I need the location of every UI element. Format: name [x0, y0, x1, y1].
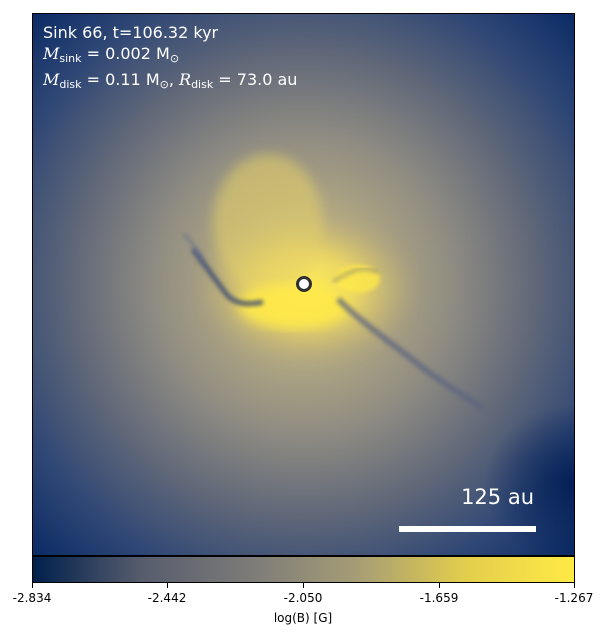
mdisk-line: Mdisk = 0.11 M⊙, Rdisk = 73.0 au [43, 70, 298, 91]
magnetic-field-map: Sink 66, t=106.32 kyr Msink = 0.002 M⊙ M… [32, 13, 575, 556]
colorbar-label: log(B) [G] [273, 611, 333, 625]
colorbar-tick-label: -1.659 [419, 591, 459, 605]
header-text: Sink 66, t=106.32 kyr Msink = 0.002 M⊙ M… [43, 22, 297, 95]
field-image [33, 14, 574, 555]
title-line: Sink 66, t=106.32 kyr [43, 23, 219, 42]
colorbar-tick [32, 583, 33, 588]
colorbar-tick [439, 583, 440, 588]
sink-marker [296, 276, 312, 292]
colorbar [32, 556, 575, 583]
colorbar-tick-label: -2.834 [12, 591, 52, 605]
colorbar-tick-label: -2.442 [147, 591, 187, 605]
colorbar-tick-label: -1.267 [554, 591, 594, 605]
scale-bar [399, 526, 536, 532]
colorbar-tick [303, 583, 304, 588]
colorbar-tick [574, 583, 575, 588]
msink-line: Msink = 0.002 M⊙ [43, 44, 180, 65]
colorbar-tick [167, 583, 168, 588]
scale-bar-label: 125 au [461, 485, 534, 509]
colorbar-tick-label: -2.050 [283, 591, 323, 605]
